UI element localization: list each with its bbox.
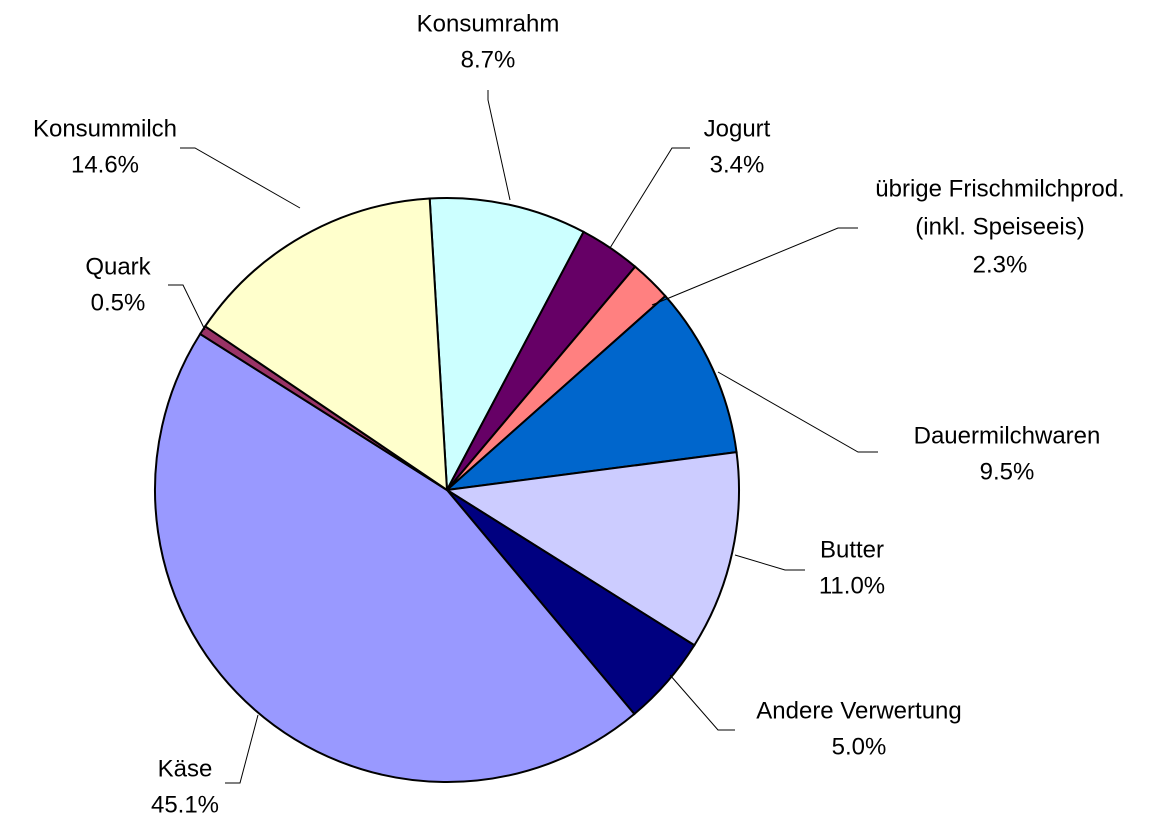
- value-label: 2.3%: [973, 251, 1028, 278]
- leader-line: [669, 674, 735, 731]
- leader-line: [734, 554, 805, 571]
- value-label: 14.6%: [71, 151, 139, 178]
- leader-line: [651, 227, 858, 306]
- category-label: Konsumrahm: [417, 10, 560, 37]
- value-label: 11.0%: [819, 572, 885, 599]
- leader-line: [609, 147, 690, 249]
- category-label: übrige Frischmilchprod.: [875, 175, 1124, 202]
- pie-slice: [154, 332, 636, 783]
- value-label: 9.5%: [980, 458, 1035, 485]
- value-label: 3.4%: [710, 151, 765, 178]
- category-label: Konsummilch: [33, 115, 177, 142]
- leader-line: [717, 371, 878, 453]
- leader-line: [168, 284, 206, 331]
- leader-line: [225, 714, 259, 784]
- category-label: Quark: [85, 253, 151, 280]
- value-label: 8.7%: [461, 46, 516, 73]
- leader-line: [180, 147, 301, 209]
- value-label: 45.1%: [151, 791, 219, 818]
- category-label: Käse: [158, 755, 213, 782]
- value-label: 5.0%: [832, 733, 887, 760]
- category-label: Dauermilchwaren: [914, 422, 1101, 449]
- category-label: Jogurt: [704, 115, 771, 142]
- category-label: (inkl. Speiseeis): [915, 213, 1084, 240]
- pie-slice: [444, 451, 740, 647]
- pie-slice: [443, 294, 738, 492]
- category-label: Butter: [820, 536, 884, 563]
- category-label: Andere Verwertung: [756, 697, 961, 724]
- leader-line: [487, 90, 511, 201]
- pie-slice: [428, 197, 585, 494]
- pie-slice: [203, 197, 449, 492]
- value-label: 0.5%: [91, 289, 146, 316]
